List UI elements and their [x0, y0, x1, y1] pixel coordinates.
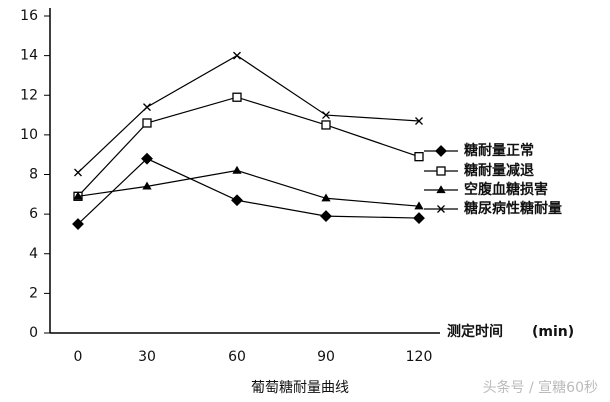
legend-label: 糖尿病性糖耐量	[464, 200, 562, 217]
legend-marker	[436, 185, 446, 194]
y-tick-label: 16	[20, 8, 38, 24]
legend-label: 糖耐量正常	[464, 142, 534, 159]
marker	[232, 92, 242, 102]
x-tick-label: 90	[317, 349, 335, 365]
x-tick-label: 0	[74, 349, 83, 365]
legend-label: 糖耐量减退	[464, 162, 534, 179]
marker	[73, 191, 83, 200]
marker	[413, 212, 425, 225]
marker	[74, 168, 82, 177]
series-line	[77, 157, 420, 225]
marker	[143, 103, 151, 112]
y-tick-label: 14	[20, 48, 38, 64]
y-tick-label: 6	[29, 206, 38, 222]
marker	[231, 194, 243, 207]
series-line	[77, 54, 420, 173]
legend-marker	[435, 145, 447, 157]
x-axis-label: 测定时间	[447, 323, 503, 340]
marker	[321, 193, 331, 202]
legend-marker	[437, 205, 445, 213]
marker	[321, 120, 331, 130]
marker	[232, 165, 242, 174]
marker	[72, 218, 84, 230]
watermark: 头条号 / 宣糖60秒	[483, 379, 598, 396]
marker	[414, 152, 424, 162]
marker	[322, 111, 330, 120]
chart-title: 葡萄糖耐量曲线	[251, 380, 349, 396]
marker	[142, 118, 152, 128]
y-tick-label: 4	[29, 246, 38, 262]
legend-label: 空腹血糖损害	[464, 181, 548, 198]
marker	[233, 51, 241, 60]
y-tick-label: 2	[29, 285, 38, 301]
y-tick-label: 0	[29, 325, 38, 341]
marker	[415, 117, 423, 125]
y-tick-label: 8	[29, 167, 38, 183]
marker	[414, 201, 424, 210]
y-tick-label: 12	[20, 87, 38, 103]
x-tick-label: 30	[138, 349, 156, 365]
series-line	[77, 96, 420, 197]
marker	[142, 181, 152, 190]
y-tick-label: 10	[20, 127, 38, 143]
legend-marker	[436, 166, 446, 176]
x-axis-unit: (min)	[532, 324, 574, 340]
marker	[141, 152, 153, 165]
x-tick-label: 60	[228, 349, 246, 365]
marker	[320, 210, 332, 223]
x-tick-label: 120	[406, 349, 433, 365]
